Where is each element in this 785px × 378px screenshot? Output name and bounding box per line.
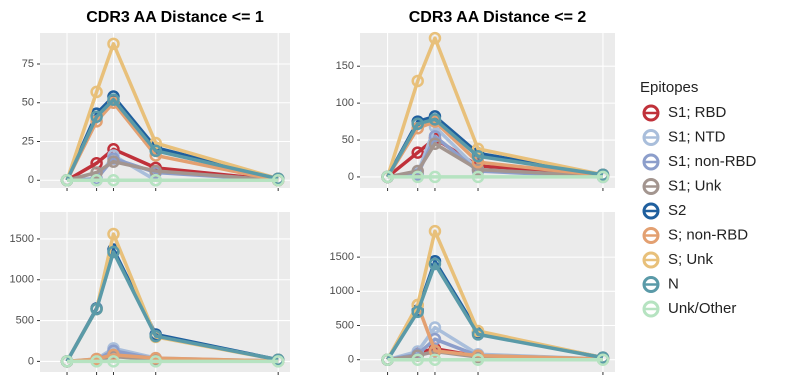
point: [107, 227, 120, 241]
point: [471, 353, 485, 366]
point: [596, 170, 610, 184]
point: [90, 166, 103, 179]
legend-title: Epitopes: [640, 79, 698, 96]
series-line: [385, 36, 604, 178]
chart-title: CDR3 AA Distance <= 1: [86, 9, 264, 26]
y-tick-label: 150: [336, 60, 354, 72]
point: [471, 163, 485, 176]
legend-label: S1; NTD: [668, 128, 726, 145]
point: [149, 174, 162, 187]
y-tick-label: 500: [16, 314, 34, 326]
series-line: [65, 42, 279, 181]
point: [107, 245, 120, 259]
point: [428, 224, 442, 238]
point: [428, 170, 442, 184]
point: [60, 355, 74, 368]
chart-title: CDR3 AA Distance <= 2: [409, 9, 587, 26]
series-line: [387, 141, 604, 179]
point: [428, 321, 442, 334]
point: [90, 110, 103, 123]
point: [471, 328, 485, 341]
point: [428, 113, 442, 126]
y-tick-label: 1000: [10, 274, 34, 286]
point: [411, 305, 424, 319]
point: [411, 146, 424, 159]
point: [428, 137, 442, 150]
legend-label: S1; Unk: [668, 177, 722, 194]
point: [149, 144, 162, 158]
y-tick-label: 1500: [10, 233, 34, 245]
legend-label: S; Unk: [668, 251, 714, 268]
point: [381, 353, 394, 366]
legend-label: Unk/Other: [668, 300, 736, 317]
series-line: [386, 229, 604, 361]
plot-background: [40, 212, 290, 372]
y-tick-label: 1000: [330, 285, 354, 297]
legend-label: N: [668, 275, 679, 292]
series-line: [386, 117, 604, 178]
point: [149, 329, 162, 343]
point: [90, 355, 103, 368]
point: [107, 93, 120, 106]
y-tick-label: 0: [28, 355, 34, 367]
point: [411, 170, 424, 184]
point: [107, 174, 120, 187]
plot-background: [360, 212, 615, 372]
point: [471, 142, 485, 156]
y-tick-label: 0: [348, 171, 354, 183]
point: [411, 353, 424, 366]
point: [90, 302, 103, 316]
series-line: [65, 250, 279, 363]
point: [411, 74, 424, 88]
point: [381, 170, 394, 184]
point: [271, 355, 285, 368]
point: [428, 353, 442, 366]
y-tick-label: 75: [22, 58, 34, 70]
point: [149, 355, 162, 368]
legend-label: S1; RBD: [668, 104, 727, 121]
point: [90, 174, 103, 187]
point: [428, 257, 442, 271]
y-tick-label: 50: [22, 97, 34, 109]
series-line: [65, 97, 279, 181]
point: [271, 174, 285, 187]
legend-label: S; non-RBD: [668, 226, 748, 243]
series-line: [66, 159, 279, 182]
y-tick-label: 0: [28, 174, 34, 186]
point: [428, 130, 442, 143]
y-tick-label: 25: [22, 135, 34, 147]
point: [411, 117, 424, 131]
point: [107, 155, 120, 168]
y-tick-label: 100: [336, 97, 354, 109]
legend-label: S2: [668, 202, 686, 219]
point: [107, 355, 120, 368]
point: [596, 353, 610, 366]
legend-label: S1; non-RBD: [668, 153, 757, 170]
y-tick-label: 500: [336, 319, 354, 331]
point: [60, 174, 74, 187]
y-tick-label: 0: [348, 354, 354, 366]
point: [90, 85, 103, 99]
plot-background: [40, 33, 290, 188]
y-tick-label: 50: [342, 134, 354, 146]
point: [107, 37, 120, 51]
y-tick-label: 1500: [330, 251, 354, 263]
point: [471, 150, 485, 163]
point: [428, 31, 442, 45]
series-line: [386, 262, 604, 361]
point: [471, 170, 485, 184]
